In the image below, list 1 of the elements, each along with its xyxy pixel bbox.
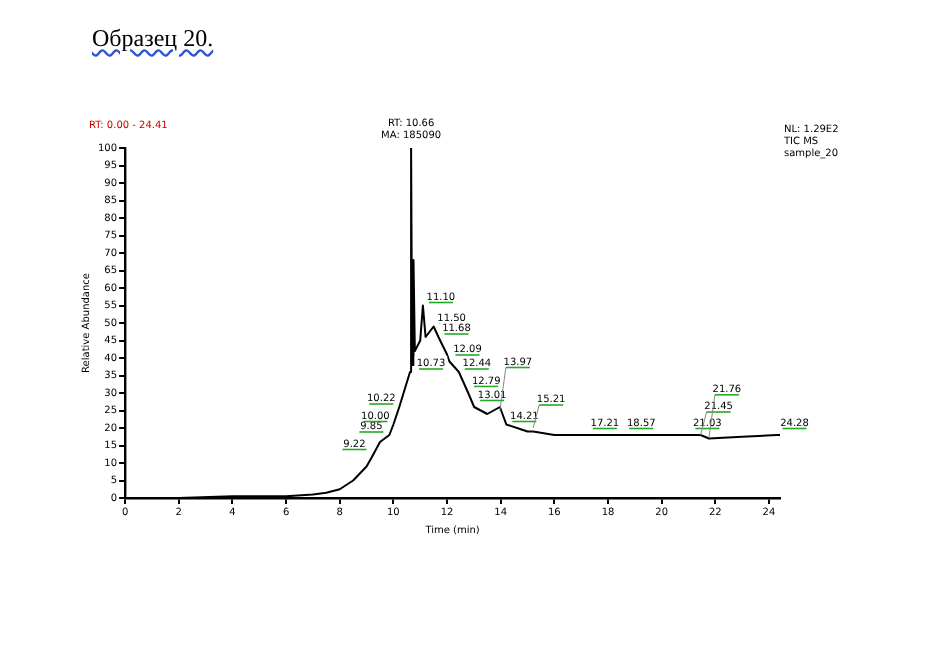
chart-title: Образец 20. xyxy=(92,24,214,54)
